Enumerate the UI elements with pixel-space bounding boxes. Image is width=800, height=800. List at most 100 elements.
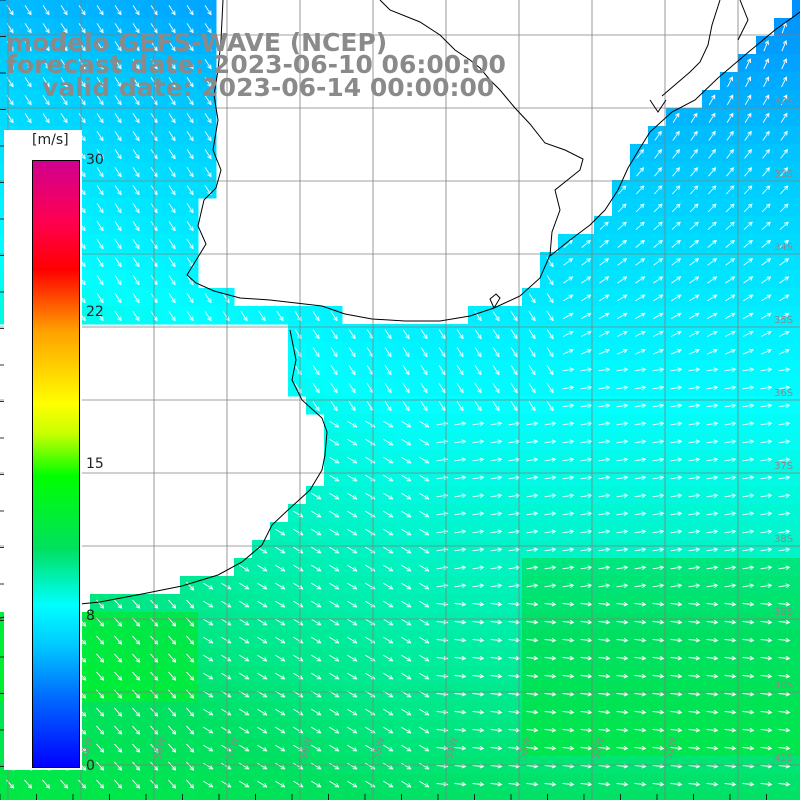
wind-speed-cell — [612, 198, 631, 217]
wind-arrow — [580, 619, 593, 625]
wind-arrow — [688, 421, 701, 426]
wind-arrow — [528, 383, 536, 394]
wind-arrow — [562, 475, 575, 480]
wind-speed-cell — [720, 180, 739, 199]
wind-arrow — [778, 655, 791, 661]
wind-arrow — [598, 529, 611, 534]
wind-speed-cell — [684, 180, 703, 199]
wind-arrow — [670, 601, 683, 607]
wind-speed-cell — [504, 558, 523, 577]
wind-speed-cell — [558, 288, 577, 307]
wind-speed-cell — [702, 684, 721, 703]
wind-arrow — [419, 456, 430, 464]
wind-arrow — [599, 239, 609, 248]
wind-arrow — [132, 5, 140, 16]
wind-speed-cell — [576, 558, 595, 577]
wind-arrow — [634, 511, 647, 516]
wind-arrow — [329, 510, 340, 518]
wind-arrow — [634, 601, 647, 607]
wind-arrow — [96, 671, 105, 681]
wind-arrow — [186, 203, 194, 214]
wind-speed-cell — [738, 144, 757, 163]
wind-arrow — [745, 76, 752, 88]
wind-arrow — [652, 493, 665, 498]
wind-arrow — [724, 601, 737, 607]
wind-arrow — [544, 547, 557, 552]
wind-arrow — [760, 385, 773, 390]
wind-speed-cell — [648, 306, 667, 325]
wind-speed-cell — [612, 576, 631, 595]
wind-arrow — [528, 347, 536, 358]
wind-arrow — [652, 745, 665, 751]
wind-arrow — [760, 709, 773, 715]
wind-arrow — [492, 311, 500, 322]
wind-speed-cell — [648, 252, 667, 271]
wind-arrow — [257, 618, 268, 626]
wind-arrow — [275, 762, 286, 770]
wind-arrow — [780, 112, 788, 123]
wind-arrow — [330, 347, 338, 358]
wind-speed-cell — [468, 594, 487, 613]
wind-arrow — [778, 745, 791, 751]
wind-speed-cell — [684, 270, 703, 289]
wind-arrow — [528, 293, 536, 304]
wind-arrow — [689, 221, 699, 231]
wind-arrow — [779, 221, 789, 231]
wind-arrow — [186, 689, 195, 699]
wind-arrow — [168, 725, 177, 735]
wind-arrow — [383, 780, 394, 788]
wind-arrow — [114, 95, 122, 106]
wind-speed-cell — [540, 486, 559, 505]
wind-speed-cell — [702, 324, 721, 343]
wind-arrow — [508, 475, 521, 480]
wind-arrow — [312, 401, 320, 412]
wind-arrow — [401, 492, 412, 500]
wind-arrow — [526, 439, 539, 444]
wind-arrow — [670, 637, 683, 643]
wind-arrow — [132, 743, 141, 753]
wind-speed-cell — [684, 576, 703, 595]
wind-speed-cell — [540, 630, 559, 649]
wind-arrow — [690, 112, 698, 123]
wind-speed-cell — [594, 648, 613, 667]
wind-arrow — [546, 275, 554, 286]
wind-speed-cell — [432, 666, 451, 685]
wind-arrow — [725, 203, 735, 213]
wind-speed-cell — [792, 486, 800, 505]
wind-speed-cell — [432, 630, 451, 649]
wind-arrow — [652, 781, 665, 787]
wind-arrow — [474, 347, 482, 358]
wind-arrow — [454, 601, 467, 607]
wind-arrow — [744, 112, 752, 123]
wind-arrow — [760, 565, 773, 570]
wind-arrow — [671, 185, 681, 195]
wind-arrow — [329, 582, 340, 590]
wind-arrow — [652, 655, 665, 661]
wind-arrow — [617, 294, 628, 302]
wind-speed-cell — [684, 630, 703, 649]
wind-speed-cell — [612, 306, 631, 325]
wind-arrow — [329, 456, 340, 464]
wind-arrow — [132, 113, 140, 124]
wind-speed-cell — [756, 774, 775, 793]
wind-arrow — [598, 547, 611, 552]
wind-arrow — [168, 185, 176, 196]
wind-arrow — [742, 727, 755, 733]
wind-speed-cell — [486, 738, 505, 757]
wind-speed-cell — [630, 792, 649, 800]
wind-speed-cell — [432, 702, 451, 721]
wind-arrow — [78, 59, 86, 70]
wind-arrow — [114, 311, 122, 322]
wind-arrow — [204, 131, 212, 142]
wind-arrow — [562, 403, 575, 408]
wind-speed-cell — [648, 486, 667, 505]
wind-arrow — [706, 511, 719, 516]
wind-speed-cell — [792, 72, 800, 91]
wind-arrow — [383, 726, 394, 734]
wind-speed-cell — [774, 666, 793, 685]
wind-arrow — [670, 348, 682, 355]
wind-speed-cell — [630, 702, 649, 721]
wind-speed-cell — [522, 720, 541, 739]
wind-arrow — [96, 311, 104, 322]
wind-speed-cell — [612, 738, 631, 757]
